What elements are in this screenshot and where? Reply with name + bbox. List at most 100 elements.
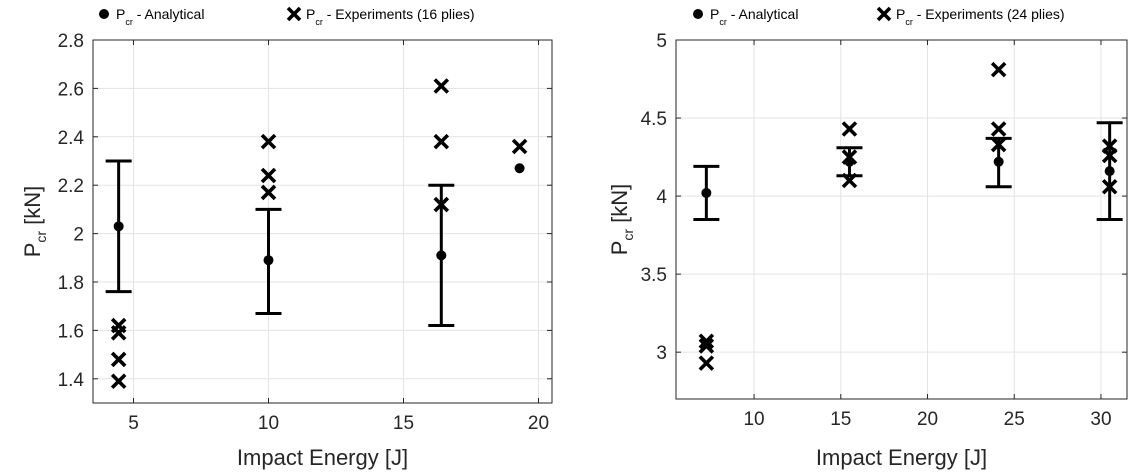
y-tick-label: 1.4 bbox=[58, 370, 85, 391]
y-axis-label-main: P bbox=[20, 243, 45, 258]
y-tick-label: 2.6 bbox=[58, 79, 84, 100]
right-panel: 10 15 20 25 30 3 3.5 4 4.5 5 Impact Energy [J] Pcr … bbox=[607, 6, 1128, 470]
experiment-point-stroke-b bbox=[698, 338, 715, 354]
legend-entry-label: Pcr - Analytical bbox=[116, 6, 204, 27]
experiment-point-stroke-b bbox=[110, 351, 127, 368]
y-tick-label: 1.8 bbox=[58, 273, 84, 294]
legend-entry-label: Pcr - Experiments (16 plies) bbox=[306, 6, 475, 27]
series-experiments bbox=[698, 61, 1118, 371]
y-tick-label: 3.5 bbox=[641, 265, 667, 286]
legend-entry-label-main: P bbox=[896, 6, 905, 22]
analytical-point bbox=[993, 156, 1004, 167]
experiment-point bbox=[511, 138, 528, 155]
y-tick-label: 1.6 bbox=[58, 321, 84, 342]
experiment-point bbox=[110, 373, 127, 389]
x-axis-label: Impact Energy [J] bbox=[816, 445, 987, 470]
legend-entry-label-sub: cr bbox=[719, 17, 727, 27]
experiment-point-stroke-b bbox=[260, 184, 277, 201]
y-tick-label: 4.5 bbox=[641, 109, 667, 130]
experiment-point bbox=[260, 167, 277, 184]
legend-entry-label-sub: cr bbox=[905, 17, 913, 27]
experiment-point-stroke-b bbox=[841, 121, 858, 137]
y-axis-label: Pcr [kN] bbox=[607, 184, 636, 256]
experiment-point-stroke-b bbox=[698, 355, 715, 371]
plot-area bbox=[676, 40, 1127, 399]
experiment-point bbox=[110, 351, 127, 368]
experiment-point bbox=[698, 333, 715, 350]
y-tick-label: 2 bbox=[73, 225, 84, 246]
x-tick-label: 5 bbox=[128, 413, 139, 434]
experiment-point-stroke-b bbox=[110, 373, 127, 389]
experiment-point bbox=[260, 184, 277, 201]
legend-entry-label-main: P bbox=[710, 6, 719, 22]
experiment-point-stroke-b bbox=[433, 196, 450, 213]
legend-entry-label-sub: cr bbox=[315, 17, 323, 27]
experiment-point bbox=[433, 78, 450, 94]
y-tick-label: 3 bbox=[656, 343, 667, 364]
legend-cross-icon bbox=[286, 6, 302, 22]
analytical-point bbox=[436, 250, 447, 261]
legend-entry-label-sub: cr bbox=[125, 17, 133, 27]
experiment-point-stroke-b bbox=[990, 136, 1007, 153]
experiment-point-stroke-b bbox=[841, 172, 858, 189]
legend-entry-label-main: P bbox=[116, 6, 125, 22]
axes-box bbox=[92, 39, 553, 404]
x-tick-label: 25 bbox=[1004, 409, 1025, 430]
legend-entry-label: Pcr - Experiments (24 plies) bbox=[896, 6, 1065, 27]
legend-entry-label-tail: - Experiments (16 plies) bbox=[323, 6, 475, 22]
experiment-point-stroke-b bbox=[990, 61, 1007, 78]
y-tick-label: 5 bbox=[656, 31, 667, 52]
left-panel: 5 10 15 20 1.4 1.6 1.8 2 2.2 2.4 2.6 2.8 Impact Ener… bbox=[20, 6, 553, 470]
x-tick-label: 30 bbox=[1090, 409, 1111, 430]
experiment-point-stroke-b bbox=[990, 121, 1007, 137]
series-analytical bbox=[105, 159, 525, 328]
legend-cross-icon-stroke-b bbox=[286, 6, 302, 22]
experiment-point bbox=[433, 133, 450, 150]
x-tick-label: 20 bbox=[917, 409, 938, 430]
experiment-point bbox=[698, 355, 715, 371]
legend-cross-icon-stroke-b bbox=[876, 6, 892, 22]
experiment-point bbox=[990, 136, 1007, 153]
experiment-point-stroke-b bbox=[841, 149, 858, 165]
y-tick-label: 2.2 bbox=[58, 176, 84, 197]
x-tick-label: 15 bbox=[830, 409, 851, 430]
y-axis-label-main: P bbox=[607, 241, 632, 256]
experiment-point-stroke-b bbox=[698, 333, 715, 350]
experiment-point bbox=[841, 121, 858, 137]
legend-dot-icon bbox=[693, 9, 703, 19]
y-tick-label: 2.4 bbox=[58, 128, 85, 149]
x-tick-label: 20 bbox=[528, 413, 549, 434]
legend-cross-icon bbox=[876, 6, 892, 22]
legend-entry-label-tail: - Analytical bbox=[133, 6, 205, 22]
analytical-point bbox=[113, 221, 124, 232]
experiment-point bbox=[260, 133, 277, 150]
analytical-point bbox=[701, 187, 712, 198]
legend-entry-label-tail: - Analytical bbox=[727, 6, 799, 22]
experiment-point-stroke-b bbox=[433, 78, 450, 94]
experiment-point-stroke-b bbox=[110, 325, 127, 341]
legend-entry-label-main: P bbox=[306, 6, 315, 22]
experiment-point bbox=[110, 325, 127, 341]
legend-entry-label: Pcr - Analytical bbox=[710, 6, 798, 27]
x-axis-label: Impact Energy [J] bbox=[237, 445, 408, 470]
experiment-point-stroke-b bbox=[260, 167, 277, 184]
analytical-point bbox=[1104, 166, 1115, 177]
experiment-point bbox=[990, 121, 1007, 137]
y-axis-label-tail: [kN] bbox=[20, 186, 45, 231]
x-tick-label: 15 bbox=[393, 413, 414, 434]
y-axis-label-tail: [kN] bbox=[607, 184, 632, 229]
experiment-point bbox=[433, 196, 450, 213]
experiment-point-stroke-b bbox=[260, 133, 277, 150]
experiment-point-stroke-b bbox=[433, 133, 450, 150]
legend-entry-label-tail: - Experiments (24 plies) bbox=[913, 6, 1065, 22]
y-axis-label-sub: cr bbox=[620, 229, 636, 241]
legend: Pcr - Analytical Pcr - Experiments (24 pl… bbox=[693, 6, 1065, 27]
series-experiments bbox=[110, 78, 528, 389]
experiment-point-stroke-b bbox=[1101, 147, 1118, 164]
legend-dot-icon bbox=[99, 9, 109, 19]
axes-box bbox=[675, 39, 1128, 400]
experiment-point-stroke-b bbox=[1101, 178, 1118, 195]
analytical-point bbox=[514, 163, 525, 174]
legend: Pcr - Analytical Pcr - Experiments (16 pl… bbox=[99, 6, 475, 27]
